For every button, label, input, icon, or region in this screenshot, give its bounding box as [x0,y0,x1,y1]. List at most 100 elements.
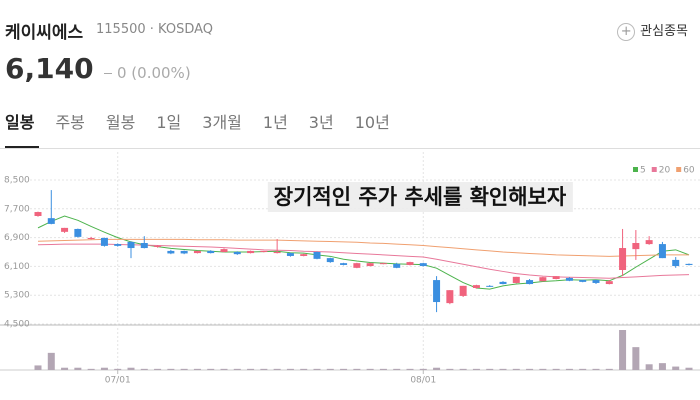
separator [0,148,700,149]
volume-bar [273,368,281,370]
tab[interactable]: 1일 [156,113,182,132]
legend-label: 60 [683,166,695,176]
code: 115500 [96,22,146,37]
tab[interactable]: 월봉 [105,113,136,132]
volume-bar [180,368,188,370]
candle-body [260,250,268,252]
candle-body [286,253,294,256]
volume-bar [300,368,308,370]
legend-swatch [633,167,638,172]
change: 0 (0.00%) [104,64,191,82]
tab[interactable]: 1년 [262,113,288,132]
candle-body [592,280,600,283]
y-tick-label: 8,500 [4,176,30,186]
annotation: 장기적인 주가 추세를 확인해보자 [274,185,567,209]
volume-bar [419,368,427,370]
volume-bar [552,368,560,370]
candle-body [579,280,587,282]
candle-body [313,252,321,259]
volume-bar [406,368,414,370]
candle-body [499,281,507,285]
candle-body [87,237,95,240]
candle-body [379,263,387,265]
x-tick-label: 07/01 [105,376,131,386]
volume-bar [74,367,82,370]
volume-bar [47,352,55,370]
annotation-bg [267,182,573,212]
volume-bar [472,368,480,370]
candle-body [233,252,241,255]
volume-bar [539,368,547,370]
volume-bar [685,367,693,370]
volume-bar [167,368,175,370]
volume-bar [658,363,666,370]
x-tick-label: 08/01 [410,376,436,386]
candle-body [340,263,348,265]
stock-code: 115500 · KOSDAQ [96,22,214,37]
candle-body [658,244,666,259]
tab[interactable]: 10년 [354,113,390,132]
volume-bar [512,368,520,370]
volume-bar [645,364,653,370]
volume-bar [34,365,42,370]
candle-body [433,280,441,303]
ma-line [37,238,689,257]
volume-bar [247,368,255,370]
candle-body [552,276,560,279]
y-tick-label: 5,300 [4,291,30,301]
candle-body [512,276,520,283]
candle-body [419,263,427,267]
volume-bar [154,368,162,370]
candle-body [154,245,162,247]
candle-body [565,277,573,281]
candle-body [180,250,188,254]
volume-bar [565,368,573,370]
y-tick-label: 6,900 [4,233,30,243]
market: KOSDAQ [158,22,214,37]
candle-body [605,281,613,285]
watch-button[interactable]: + 관심종목 [617,20,688,41]
change-value: 0 (0.00%) [117,64,191,82]
period-tabs: 일봉 주봉 월봉 1일 3개월 1년 3년 10년 [5,109,411,133]
candle-body [193,250,201,254]
volume-bar [433,367,441,370]
candle-body [61,227,69,232]
candle-body [247,250,255,254]
volume-bar [366,368,374,370]
candle-body [140,243,148,249]
candle-body [114,244,122,246]
candle-body [366,263,374,267]
volume-bar [499,368,507,370]
volume-bar [579,368,587,370]
tab[interactable]: 3개월 [202,113,242,132]
volume-bar [619,330,627,370]
candle-body [406,262,414,265]
volume-bar [353,368,361,370]
volume-bar [193,368,201,370]
candle-body [47,218,55,224]
stock-name: 케이씨에스 [5,23,84,43]
volume-bar [592,368,600,370]
volume-bar [393,368,401,370]
candle-body [167,250,175,254]
volume-bar [140,368,148,370]
candle-body [539,277,547,282]
tab[interactable]: 3년 [308,113,334,132]
price: 6,140 [5,52,94,85]
candle-body [300,254,308,256]
candle-body [472,285,480,288]
candle-body [127,241,135,249]
legend-swatch [676,167,682,172]
volume-bar [127,367,135,370]
tab[interactable]: 주봉 [55,113,85,132]
volume-bar [61,367,69,370]
candle-body [74,228,82,237]
volume-bar [220,368,228,370]
tab[interactable]: 일봉 [5,113,35,132]
y-tick-label: 7,700 [4,204,30,214]
ma-line [37,243,690,279]
volume-bar [526,368,534,370]
volume-bar [446,368,454,370]
candle-body [207,250,215,254]
